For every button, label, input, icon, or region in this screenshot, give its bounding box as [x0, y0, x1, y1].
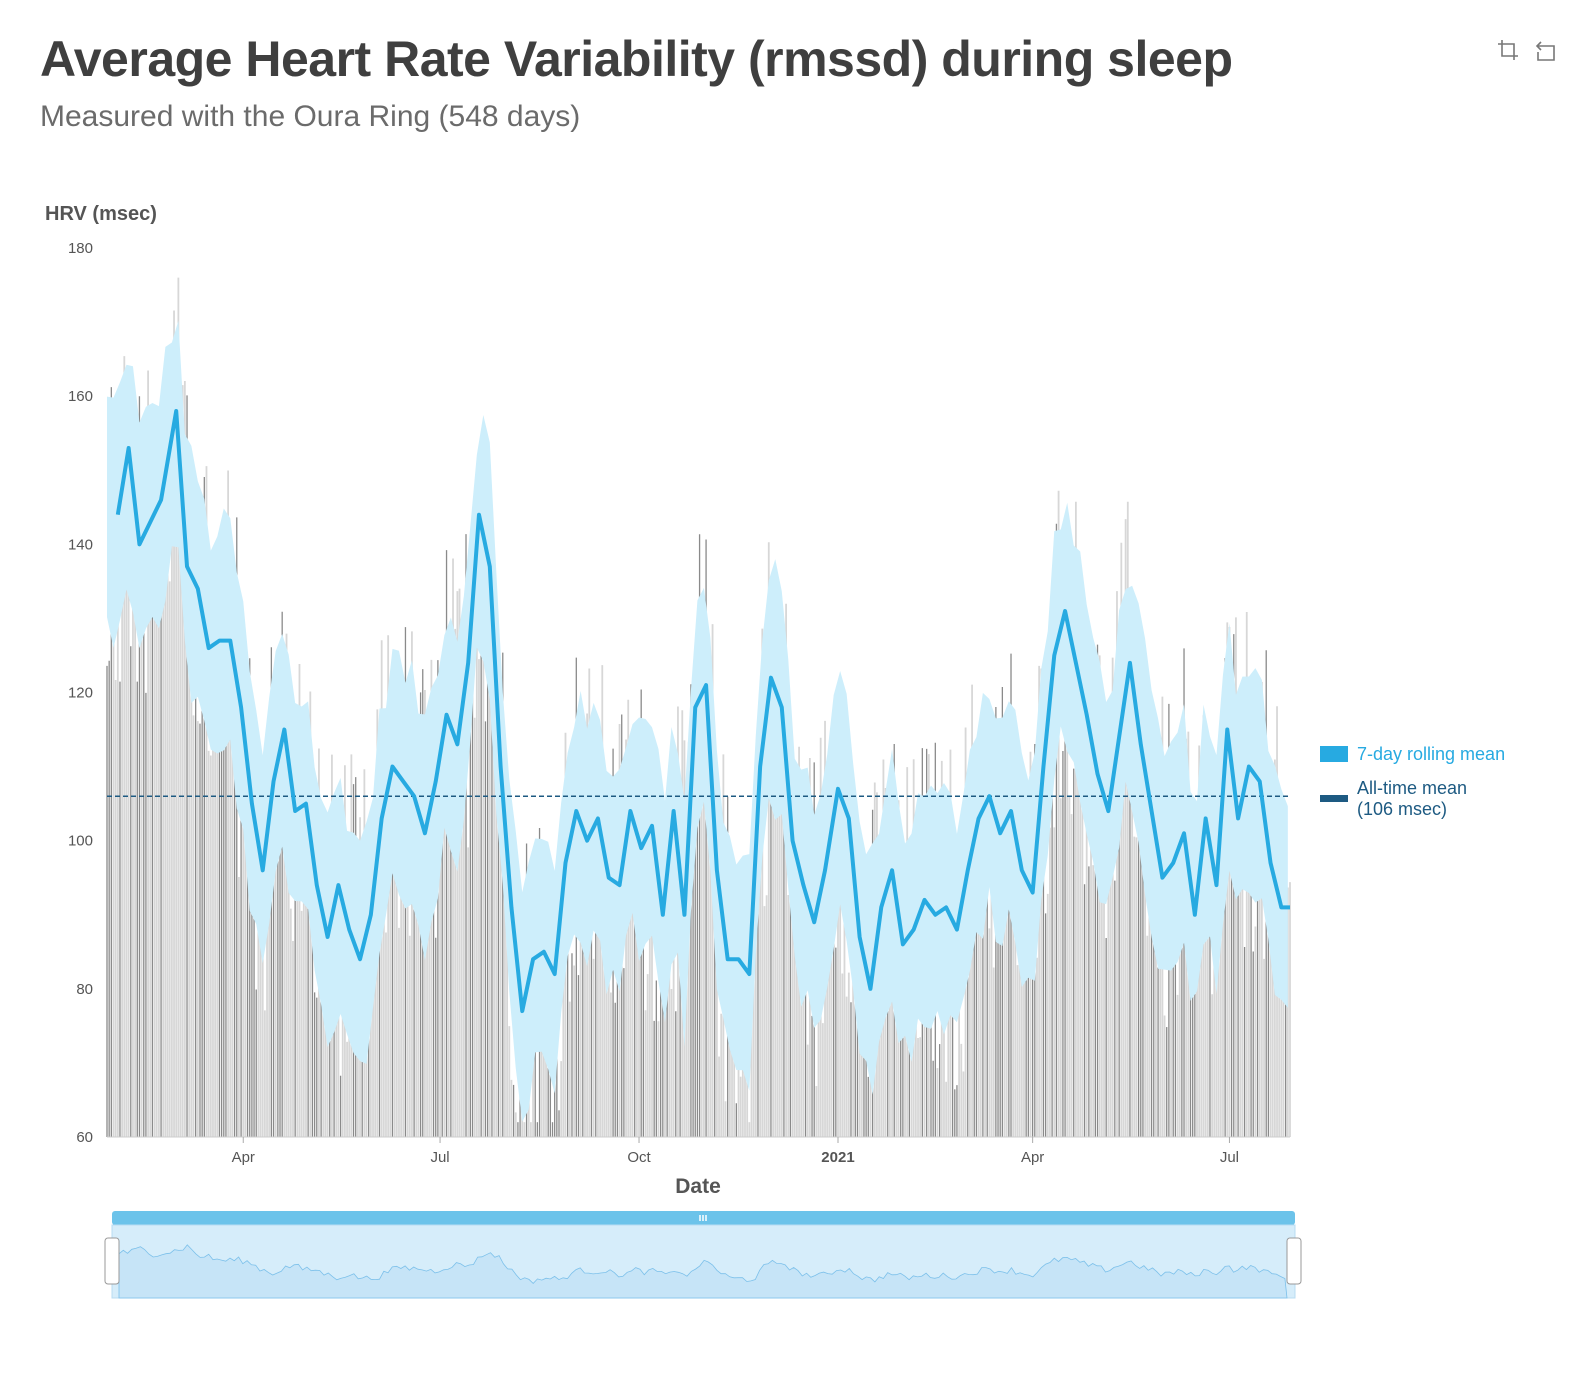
y-tick-label: 80 — [76, 981, 93, 998]
legend-swatch-rolling — [1320, 746, 1348, 762]
x-tick-label: Jul — [430, 1149, 449, 1166]
undo-icon[interactable] — [1534, 38, 1558, 62]
legend-label-mean-value: (106 msec) — [1357, 799, 1447, 819]
y-axis: 60 80 100 120 140 160 180 — [68, 240, 93, 1146]
legend: 7-day rolling mean All-time mean (106 ms… — [1320, 744, 1505, 819]
chart-title: Average Heart Rate Variability (rmssd) d… — [40, 31, 1233, 87]
legend-swatch-mean — [1320, 795, 1348, 802]
x-tick-label: Apr — [232, 1149, 255, 1166]
navigator-left-handle[interactable] — [104, 1237, 120, 1285]
rolling-mean-line — [115, 408, 1290, 1014]
y-tick-label: 60 — [76, 1129, 93, 1146]
y-tick-label: 160 — [68, 388, 93, 405]
navigator-right-handle[interactable] — [1286, 1237, 1302, 1285]
y-tick-label: 120 — [68, 685, 93, 702]
legend-label-rolling[interactable]: 7-day rolling mean — [1357, 744, 1505, 764]
x-tick-label: Oct — [627, 1149, 651, 1166]
navigator-grip-icon — [699, 1215, 707, 1221]
x-tick-label: Jul — [1220, 1149, 1239, 1166]
chart-toolbar — [1496, 38, 1558, 62]
x-axis: Apr Jul Oct 2021 Apr Jul — [232, 1137, 1239, 1166]
y-tick-label: 180 — [68, 240, 93, 257]
x-axis-title: Date — [675, 1175, 721, 1198]
y-tick-label: 100 — [68, 833, 93, 850]
x-tick-label: Apr — [1021, 1149, 1044, 1166]
navigator — [104, 1211, 1302, 1299]
chart-subtitle: Measured with the Oura Ring (548 days) — [40, 100, 581, 133]
x-tick-label: 2021 — [821, 1149, 854, 1166]
rolling-band — [107, 320, 1288, 1122]
y-axis-title: HRV (msec) — [45, 203, 157, 225]
navigator-series — [118, 1244, 1288, 1299]
legend-label-mean[interactable]: All-time mean — [1357, 778, 1467, 798]
crop-icon[interactable] — [1496, 38, 1520, 62]
y-tick-label: 140 — [68, 536, 93, 553]
